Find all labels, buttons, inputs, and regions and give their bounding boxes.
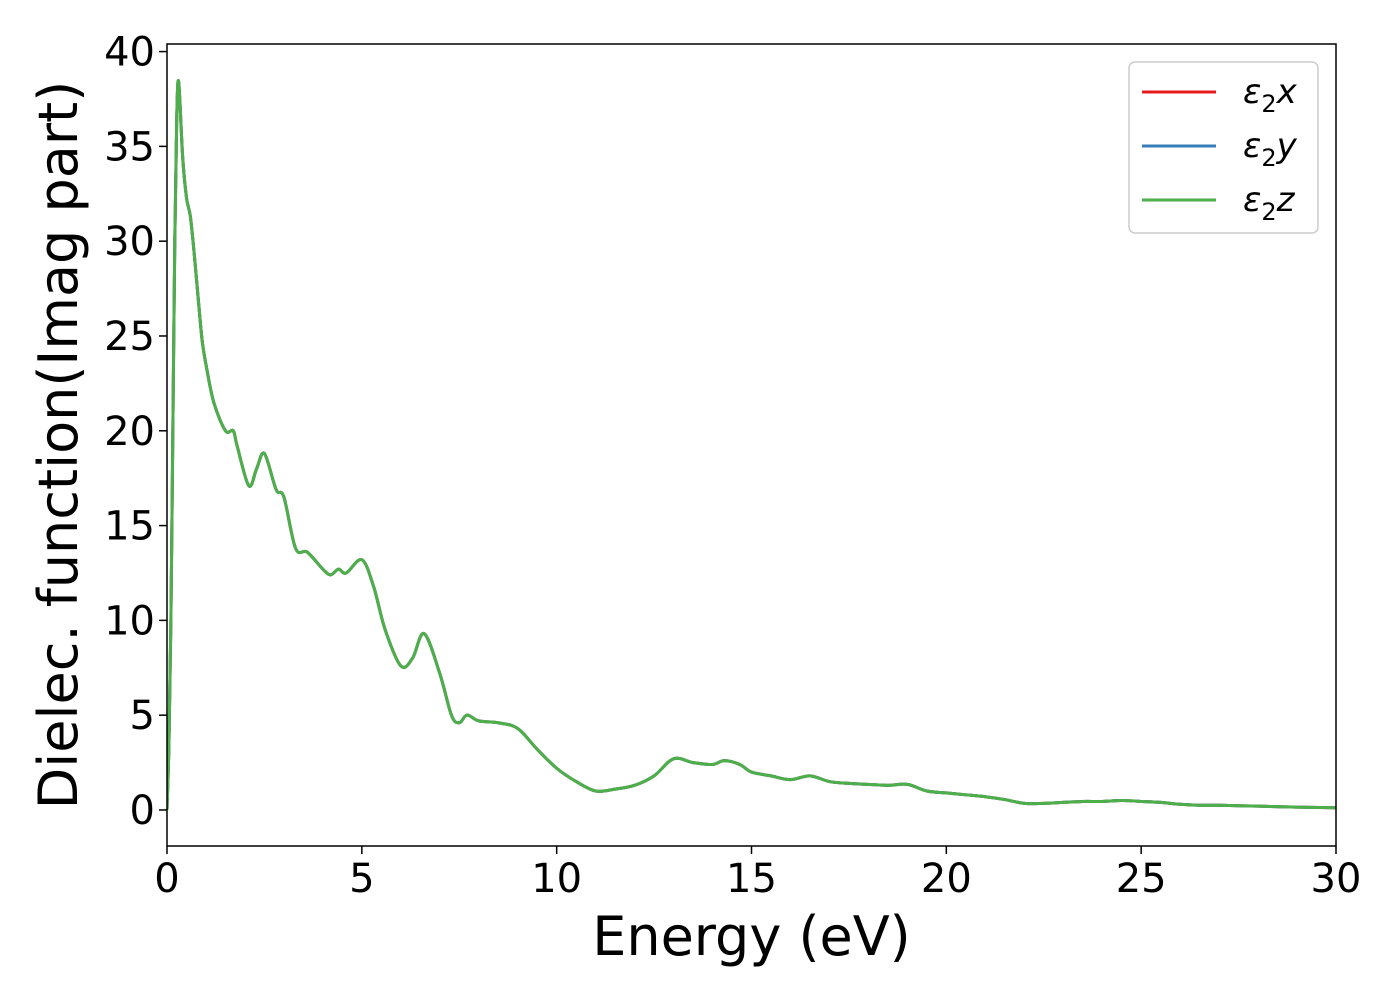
x-tick-label: 30 — [1311, 856, 1362, 902]
y-tick-label: 10 — [104, 598, 155, 644]
series-layer — [167, 79, 1336, 811]
x-tick-label: 10 — [531, 856, 582, 902]
x-tick-label: 25 — [1116, 856, 1167, 902]
series-line-z — [167, 79, 1336, 811]
y-axis-label: Dielec. function(Imag part) — [27, 81, 90, 810]
legend-label-y: ε2y — [1243, 126, 1298, 172]
y-tick-label: 0 — [130, 788, 155, 834]
x-tick-label: 0 — [154, 856, 179, 902]
y-tick-label: 30 — [104, 219, 155, 265]
legend-box — [1128, 61, 1319, 234]
x-tick-label: 20 — [921, 856, 972, 902]
x-tick-label: 15 — [726, 856, 777, 902]
y-tick-label: 35 — [104, 124, 155, 170]
x-tick-label: 5 — [349, 856, 374, 902]
legend: ε2x ε2y ε2z — [1128, 61, 1319, 234]
legend-label-z: ε2z — [1243, 180, 1296, 226]
y-tick-label: 20 — [104, 409, 155, 455]
y-tick-label: 25 — [104, 314, 155, 360]
y-tick-label: 5 — [130, 693, 155, 739]
axes-layer: 0 5 10 15 20 25 30 0 5 10 15 20 25 30 35 40 — [104, 30, 1361, 902]
y-tick-label: 40 — [104, 30, 155, 76]
legend-label-x: ε2x — [1243, 72, 1298, 118]
x-axis-label: Energy (eV) — [592, 905, 911, 968]
y-tick-label: 15 — [104, 504, 155, 550]
